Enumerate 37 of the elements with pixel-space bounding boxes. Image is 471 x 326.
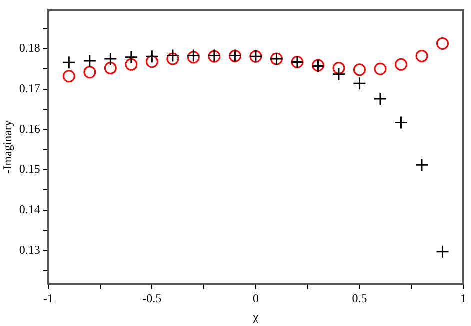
point	[125, 58, 138, 71]
y-tick-label: 0.18	[19, 41, 40, 56]
point	[332, 68, 346, 82]
x-axis-title: χ	[252, 310, 260, 324]
point	[415, 158, 429, 172]
point	[394, 116, 408, 130]
y-axis-title: -Imaginary	[0, 120, 14, 174]
point	[374, 62, 387, 76]
point	[62, 70, 76, 83]
point	[62, 56, 76, 70]
point	[353, 64, 366, 76]
y-tick-label: 0.17	[19, 81, 40, 96]
x-tick-label: -1	[43, 292, 54, 306]
y-tick-label: 0.13	[19, 242, 40, 257]
point	[436, 245, 450, 259]
point	[124, 50, 138, 64]
x-tick-label: 0.5	[352, 292, 368, 306]
y-tick-label: 0.15	[19, 162, 40, 176]
point	[104, 62, 117, 75]
point	[166, 49, 180, 63]
point	[145, 50, 159, 64]
point	[84, 66, 96, 79]
x-tick-label: -0.5	[142, 292, 162, 306]
x-tick-label: 1	[460, 292, 466, 306]
point	[332, 62, 346, 75]
x-tick-label: 0	[252, 292, 259, 306]
point	[394, 58, 408, 71]
point	[374, 92, 388, 106]
y-tick-label: 0.16	[19, 122, 40, 136]
point	[83, 54, 97, 68]
point	[166, 52, 180, 66]
point	[416, 50, 428, 62]
point	[352, 76, 366, 90]
point	[436, 37, 449, 50]
point	[146, 56, 158, 68]
point	[104, 52, 118, 66]
y-tick-label: 0.14	[19, 202, 40, 217]
